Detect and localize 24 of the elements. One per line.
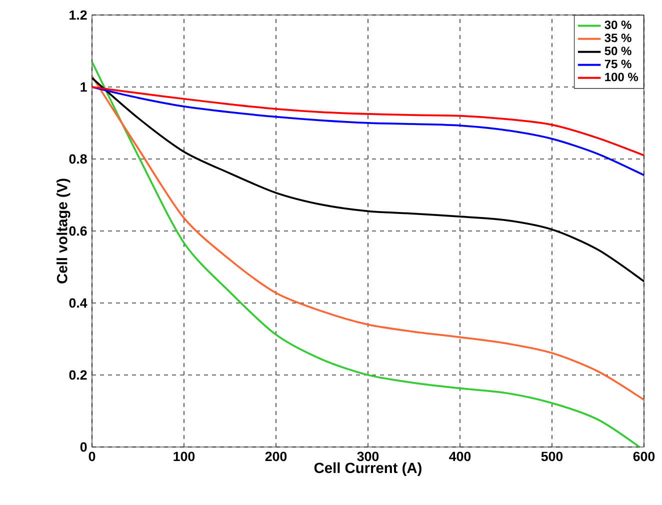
y-tick-label: 1.2 — [70, 10, 87, 20]
legend-label: 30 % — [604, 20, 632, 30]
line-series — [92, 86, 644, 156]
x-tick-label: 600 — [633, 452, 655, 462]
x-tick-label: 500 — [541, 452, 563, 462]
x-tick-label: 400 — [449, 452, 471, 462]
x-tick-label: 200 — [265, 452, 287, 462]
legend-label: 50 % — [604, 46, 632, 56]
x-tick-label: 100 — [174, 452, 195, 462]
x-axis-title: Cell Current (A) — [314, 462, 422, 476]
legend-label: 35 % — [604, 34, 632, 42]
y-tick-label: 1 — [80, 82, 87, 92]
y-tick-label: 0.2 — [69, 370, 87, 380]
y-tick-label: 0.8 — [69, 154, 87, 164]
x-tick-label: 300 — [357, 452, 379, 462]
line-series — [92, 86, 644, 176]
line-series — [92, 60, 640, 447]
y-axis-title: Cell voltage (V) — [56, 178, 70, 284]
x-tick-label: 0 — [88, 452, 96, 462]
legend-label: 100 % — [605, 72, 638, 82]
y-tick-label: 0.4 — [69, 298, 88, 308]
y-tick-label: 0.6 — [69, 226, 87, 236]
y-tick-label: 0 — [80, 442, 87, 452]
legend-label: 75 % — [604, 60, 632, 68]
